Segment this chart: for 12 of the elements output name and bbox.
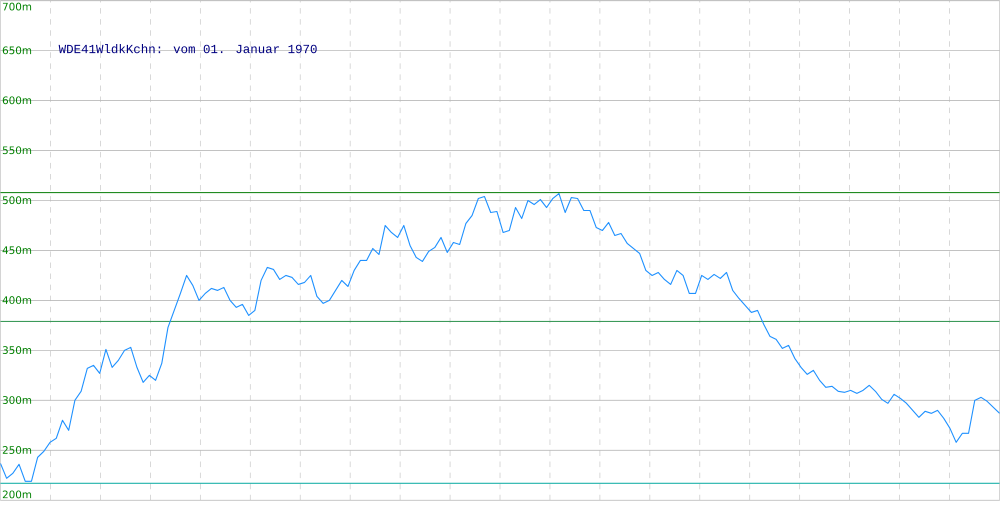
y-tick-label: 500m (2, 196, 32, 204)
y-tick-label: 250m (2, 446, 32, 454)
y-tick-label: 200m (2, 490, 32, 498)
text: WDE41WldkKchn: vom 01. Januar 1970 (58, 44, 317, 54)
y-tick-label: 300m (2, 396, 32, 404)
y-tick-label: 400m (2, 296, 32, 304)
y-tick-label: 450m (2, 246, 32, 254)
y-tick-label: 650m (2, 46, 32, 54)
y-tick-label: 550m (2, 146, 32, 154)
y-tick-label: 350m (2, 346, 32, 354)
y-tick-label: 600m (2, 96, 32, 104)
y-tick-label: 700m (2, 2, 32, 11)
